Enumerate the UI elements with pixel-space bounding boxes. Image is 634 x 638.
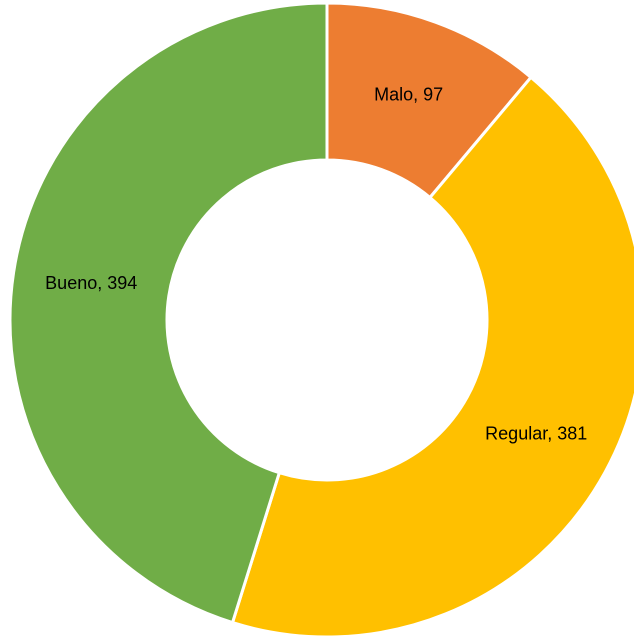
data-label: Malo, 97 xyxy=(374,85,443,105)
data-label: Bueno, 394 xyxy=(45,273,137,293)
donut-segment xyxy=(8,1,329,625)
donut-segment xyxy=(230,75,634,638)
data-label: Regular, 381 xyxy=(485,423,587,443)
